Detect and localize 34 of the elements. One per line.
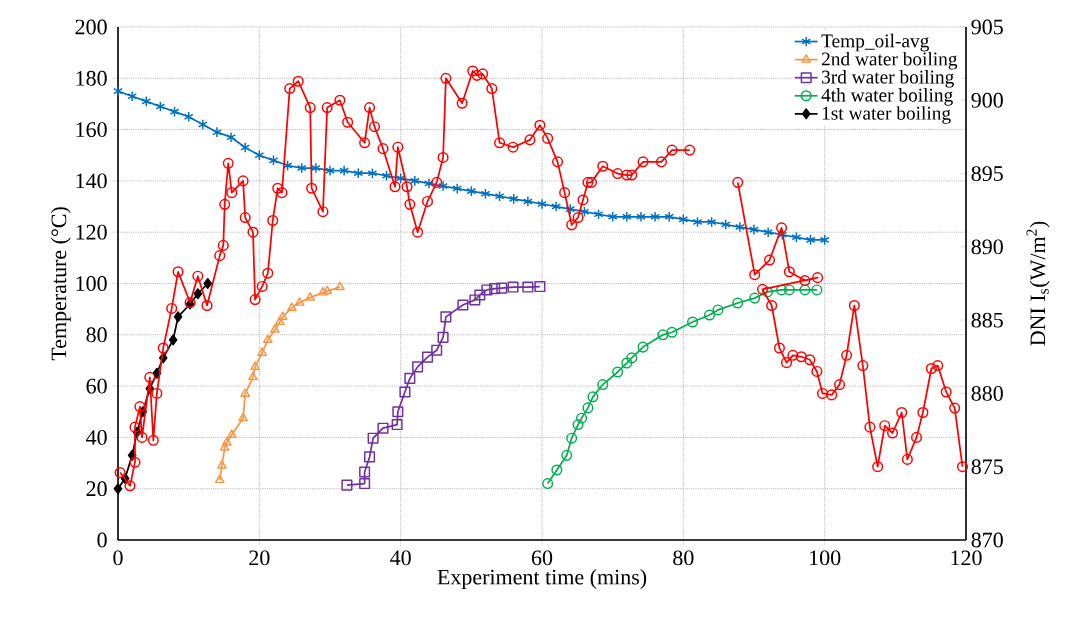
legend-label: 3rd water boiling bbox=[822, 69, 954, 88]
legend-label: 4th water boiling bbox=[821, 88, 953, 106]
x-tick-label: 0 bbox=[113, 550, 123, 566]
x-tick-label: 100 bbox=[810, 550, 841, 566]
legend-label: 1st water boiling bbox=[822, 106, 951, 124]
x-tick-label: 20 bbox=[249, 550, 270, 566]
x-tick-label: 120 bbox=[951, 550, 982, 566]
y2-tick-label: 895 bbox=[971, 166, 1003, 181]
legend-label: Temp_oil-avg bbox=[821, 33, 929, 52]
y2-tick-label: 905 bbox=[971, 19, 1003, 35]
y-tick-label: 160 bbox=[76, 122, 107, 138]
y-tick-label: 0 bbox=[97, 532, 107, 548]
y2-tick-label: 880 bbox=[971, 386, 1003, 401]
y-tick-label: 20 bbox=[86, 481, 107, 497]
y-tick-label: 60 bbox=[86, 378, 107, 394]
y2-tick-label: 870 bbox=[971, 532, 1003, 548]
y-tick-label: 140 bbox=[76, 173, 107, 189]
x-tick-label: 40 bbox=[390, 550, 411, 566]
x-tick-label: 80 bbox=[673, 550, 694, 566]
y2-tick-label: 875 bbox=[971, 459, 1003, 475]
legend-label: 2nd water boiling bbox=[821, 51, 958, 70]
y-tick-label: 80 bbox=[86, 327, 107, 343]
y-tick-label: 40 bbox=[86, 429, 107, 445]
y-tick-label: 180 bbox=[76, 70, 107, 86]
y2-tick-label: 890 bbox=[971, 239, 1003, 255]
y2-axis-title: DNI I$_{s}$(W/m$^{2}$) bbox=[1026, 221, 1050, 346]
y-tick-label: 200 bbox=[75, 19, 107, 35]
y-tick-label: 100 bbox=[76, 276, 107, 291]
x-axis-title: Experiment time (mins) bbox=[437, 569, 647, 590]
y-axis-title: Temperature (°C) bbox=[50, 207, 71, 361]
y2-tick-label: 900 bbox=[971, 92, 1003, 108]
x-tick-label: 60 bbox=[531, 550, 553, 566]
y2-tick-label: 885 bbox=[971, 312, 1003, 328]
y-tick-label: 120 bbox=[76, 224, 107, 240]
